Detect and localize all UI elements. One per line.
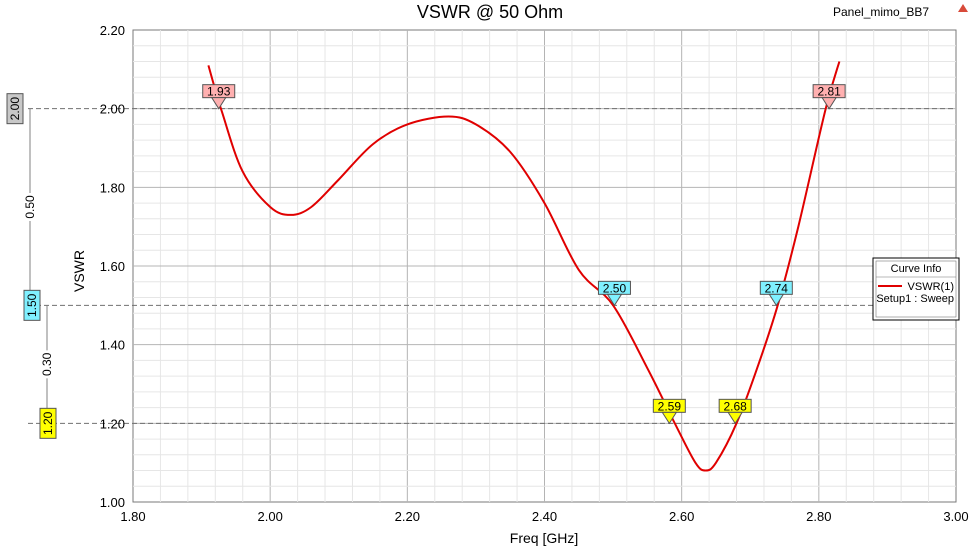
legend-entry: VSWR(1) [908,281,954,293]
y-tick-label: 1.40 [100,338,125,353]
marker-pointer [210,97,227,110]
legend-sub: Setup1 : Sweep [876,293,954,305]
marker[interactable]: 2.74 [759,280,793,307]
marker[interactable]: 2.59 [652,398,686,425]
x-tick-label: 3.00 [943,509,968,524]
y-tick-label: 2.20 [100,23,125,38]
side-scale-label: 2.00 [8,97,22,121]
markers-layer: 1.93 2.81 2.50 2.74 2.59 2.68 [202,84,846,425]
side-delta-label: 0.30 [40,352,54,376]
marker[interactable]: 2.68 [718,398,752,425]
logo-icon [958,4,968,12]
side-delta-bg [40,350,54,379]
chart-title: VSWR @ 50 Ohm [417,2,563,22]
x-axis-ticks: 1.80 2.00 2.20 2.40 2.60 2.80 3.00 [120,509,968,524]
series-line-vswr [207,61,841,472]
side-scale-label: 1.20 [41,411,55,435]
y-tick-label: 1.80 [100,180,125,195]
marker-label: 2.50 [603,281,627,295]
marker-label: 2.59 [658,399,682,413]
side-scale-box [6,93,24,125]
legend-title: Curve Info [891,263,942,275]
side-delta-bg [23,193,37,221]
side-delta-label: 0.50 [23,195,37,219]
side-scale: 2.00 1.50 1.20 0.50 0.30 [6,93,57,439]
marker-pointer [768,293,785,307]
side-scale-box [23,289,41,321]
y-tick-label: 1.00 [100,495,125,510]
y-axis-label: VSWR [71,250,87,292]
x-tick-label: 2.60 [669,509,694,524]
marker-pointer [606,293,623,307]
marker-pointer [661,411,678,425]
marker[interactable]: 2.81 [812,84,846,110]
marker-pointer [821,97,838,110]
marker[interactable]: 2.50 [597,280,631,307]
marker-label: 2.81 [817,85,841,99]
x-tick-label: 2.40 [532,509,557,524]
project-name: Panel_mimo_BB7 [833,5,929,19]
x-tick-label: 2.00 [258,509,283,524]
side-scale-box [39,407,57,439]
y-axis-ticks: 1.00 1.20 1.40 1.60 1.80 2.00 2.20 [100,23,125,510]
y-tick-label: 2.00 [100,102,125,117]
reference-lines [28,108,956,424]
marker-label: 2.74 [765,281,789,295]
side-scale-label: 1.50 [25,293,39,317]
x-axis-label: Freq [GHz] [510,530,578,546]
y-tick-label: 1.20 [100,416,125,431]
marker-label: 1.93 [207,85,231,99]
x-tick-label: 2.80 [806,509,831,524]
marker-label: 2.68 [723,399,747,413]
x-tick-label: 2.20 [395,509,420,524]
marker[interactable]: 1.93 [202,84,236,110]
legend[interactable]: Curve Info VSWR(1) Setup1 : Sweep [872,257,960,321]
marker-pointer [727,411,744,425]
y-tick-label: 1.60 [100,259,125,274]
x-tick-label: 1.80 [120,509,145,524]
series-layer [207,61,841,472]
